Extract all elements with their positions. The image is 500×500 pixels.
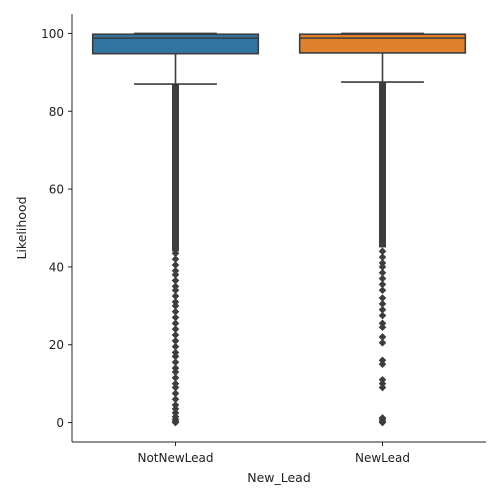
outlier-point bbox=[171, 286, 180, 295]
outlier-point bbox=[171, 282, 180, 291]
x-tick-label: NotNewLead bbox=[137, 451, 213, 465]
outlier-point bbox=[171, 255, 180, 263]
outlier-point bbox=[171, 302, 180, 310]
y-tick-label: 40 bbox=[49, 260, 64, 274]
outlier-point bbox=[171, 325, 180, 333]
outlier-band bbox=[172, 84, 179, 252]
outlier-point bbox=[378, 253, 387, 261]
outlier-point bbox=[171, 379, 180, 388]
outlier-point bbox=[171, 331, 180, 339]
outlier-point bbox=[378, 319, 387, 328]
outlier-point bbox=[378, 247, 387, 256]
outlier-point bbox=[378, 356, 387, 365]
outlier-point bbox=[378, 286, 387, 295]
y-axis-label: Likelihood bbox=[14, 196, 29, 259]
y-tick-label: 60 bbox=[49, 183, 64, 197]
outlier-point bbox=[171, 358, 180, 367]
outlier-point bbox=[378, 379, 387, 388]
box-body bbox=[91, 33, 260, 55]
boxes bbox=[91, 32, 467, 427]
outlier-point bbox=[171, 383, 180, 392]
outlier-point bbox=[171, 368, 180, 376]
outlier-point bbox=[378, 300, 387, 308]
outlier-point bbox=[171, 249, 180, 258]
outlier-point bbox=[378, 263, 387, 271]
outlier-point bbox=[171, 307, 180, 316]
axes bbox=[71, 14, 486, 443]
outlier-point bbox=[378, 268, 387, 277]
outlier-point bbox=[378, 338, 387, 347]
outlier-point bbox=[171, 267, 180, 275]
outlier-point bbox=[171, 374, 180, 382]
box-NotNewLead bbox=[91, 32, 260, 427]
outlier-point bbox=[171, 389, 180, 398]
outlier-point bbox=[171, 401, 180, 409]
outlier-point bbox=[378, 323, 387, 332]
outlier-point bbox=[171, 319, 180, 328]
box-NewLead bbox=[298, 32, 467, 427]
outlier-point bbox=[171, 364, 180, 372]
outlier-point bbox=[378, 274, 387, 283]
outlier-point bbox=[378, 360, 387, 368]
outlier-point bbox=[171, 342, 180, 351]
outlier-point bbox=[378, 294, 387, 302]
box-body bbox=[298, 33, 467, 54]
outlier-point bbox=[171, 418, 180, 427]
outlier-point bbox=[378, 311, 387, 320]
outlier-point bbox=[171, 405, 180, 413]
outlier-point bbox=[378, 280, 387, 289]
outlier-point bbox=[171, 261, 180, 269]
outlier-point bbox=[171, 337, 180, 345]
x-axis-label: New_Lead bbox=[247, 470, 311, 485]
outlier-point bbox=[171, 409, 180, 417]
outlier-point bbox=[378, 305, 387, 314]
outlier-point bbox=[378, 418, 387, 427]
outlier-point bbox=[378, 259, 387, 267]
outlier-point bbox=[171, 348, 180, 357]
y-tick-label: 0 bbox=[56, 416, 64, 430]
outlier-point bbox=[378, 333, 387, 341]
outlier-point bbox=[171, 395, 180, 403]
outlier-point bbox=[171, 276, 180, 285]
outlier-point bbox=[171, 292, 180, 300]
y-tick-label: 100 bbox=[41, 27, 64, 41]
x-tick-label: NewLead bbox=[355, 451, 410, 465]
outlier-point bbox=[171, 313, 180, 322]
outlier-point bbox=[378, 383, 387, 392]
y-tick-label: 20 bbox=[49, 338, 64, 352]
outlier-band bbox=[379, 82, 386, 248]
outlier-point bbox=[171, 352, 180, 361]
outlier-point bbox=[378, 375, 387, 384]
y-tick-label: 80 bbox=[49, 105, 64, 119]
outlier-point bbox=[171, 270, 180, 279]
x-ticks: NotNewLead NewLead bbox=[137, 442, 410, 465]
outlier-point bbox=[171, 298, 180, 306]
y-ticks: 0 20 40 60 80 100 bbox=[41, 27, 72, 430]
